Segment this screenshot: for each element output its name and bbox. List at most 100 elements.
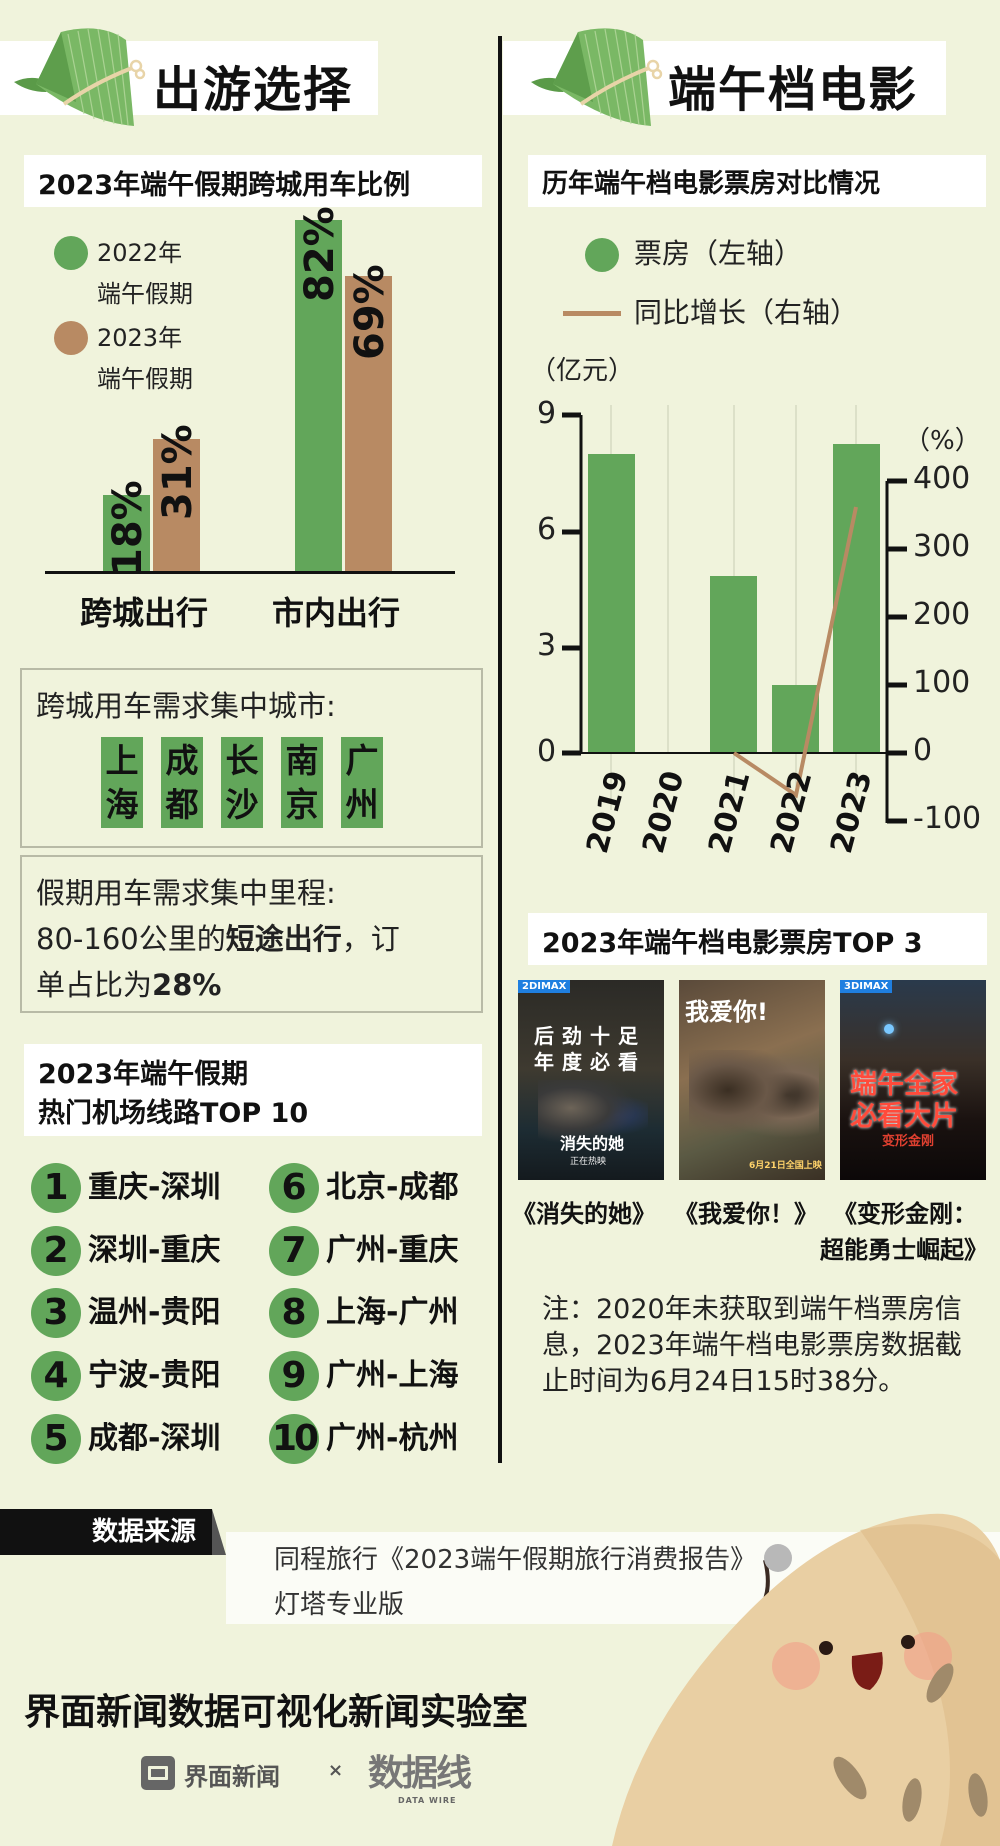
source-line-1: 同程旅行《2023端午假期旅行消费报告》 [274,1545,757,1575]
bar-label-intracity-2022: 82% [297,206,343,302]
zongzi-mascot-illustration [612,1513,1000,1846]
mileage-line2: 80-160公里的短途出行，订 [36,922,400,956]
left-tick-0: 0 [537,734,557,769]
car-ratio-title-bar [24,155,482,207]
box-office-title: 历年端午档电影票房对比情况 [542,169,881,199]
left-axis-unit: （亿元） [530,356,635,386]
column-divider [498,36,502,1463]
route-name: 广州-上海 [326,1358,459,1393]
footer-title: 界面新闻数据可视化新闻实验室 [24,1692,529,1733]
left-section-title: 出游选择 [153,62,354,118]
top3-title: 2023年端午档电影票房TOP 3 [542,928,923,959]
box-office-title-bar [528,155,986,207]
imax-badge: 2DIMAX [518,980,571,993]
car-ratio-title: 2023年端午假期跨城用车比例 [38,170,411,201]
legend-growth: 同比增长（右轴） [634,296,859,329]
mileage-box-label: 假期用车需求集中里程: [36,876,336,910]
route-rank-badge: 6 [269,1163,319,1213]
collab-times: × [328,1760,344,1781]
city-chip-shanghai: 上海 [101,737,143,828]
route-rank-badge: 10 [269,1414,319,1464]
poster-sub: 6月21日全国上映 [749,1161,822,1171]
source-tag-fold [212,1509,226,1555]
poster-logo: 消失的她 [560,1134,625,1153]
movie-title-1: 《消失的她》 [512,1200,656,1228]
left-tick-3: 3 [537,628,557,663]
movie-poster-i-love-you[interactable]: 我爱你! 6月21日全国上映 [679,980,825,1180]
jiemian-logo-icon [141,1756,175,1790]
city-chip-changsha: 长沙 [221,737,263,828]
source-line-2: 灯塔专业版 [274,1590,405,1620]
movie-title-3-line1: 《变形金刚： [833,1200,977,1228]
legend-2023-line2: 端午假期 [97,365,193,393]
legend-line-growth [563,311,621,316]
poster-sub: 正在热映 [570,1157,607,1167]
route-name: 深圳-重庆 [88,1233,221,1268]
city-chip-chengdu: 成都 [161,737,203,828]
route-rank-badge: 2 [31,1226,81,1276]
right-section-title: 端午档电影 [668,62,919,118]
category-label-intracity: 市内出行 [272,594,401,632]
movie-title-2: 《我爱你！》 [674,1200,818,1228]
route-rank-badge: 8 [269,1288,319,1338]
cities-box [20,668,483,848]
box-office-chart [562,405,907,824]
right-tick-200: 200 [913,597,971,632]
legend-dot-2022 [54,236,88,270]
routes-title-line2: 热门机场线路TOP 10 [38,1098,309,1129]
mileage-box [20,855,483,1013]
mileage-line3: 单占比为28% [36,968,222,1002]
route-name: 广州-重庆 [326,1233,459,1268]
route-name: 温州-贵阳 [88,1295,221,1330]
route-rank-badge: 5 [31,1414,81,1464]
poster-slogan-2: 年度必看 [534,1050,646,1074]
bar-chart-baseline [45,571,455,574]
datawire-logo-sub: DATA WIRE [398,1796,457,1805]
left-tick-9: 9 [537,396,557,431]
legend-dot-box-office [585,238,619,272]
city-chip-nanjing: 南京 [281,737,323,828]
jiemian-logo-text: 界面新闻 [184,1763,280,1791]
zongzi-icon [531,28,663,126]
top3-title-bar [528,913,987,965]
source-label: 数据来源 [0,1509,212,1555]
legend-dot-2023 [54,321,88,355]
movie-title-3-line2: 超能勇士崛起》 [820,1236,988,1264]
poster-figures [538,1080,648,1150]
legend-2022-line1: 2022年 [97,239,183,267]
movie-poster-transformers[interactable]: 3DIMAX 端午全家 必看大片 变形金刚 [840,980,986,1180]
route-name: 上海-广州 [326,1295,459,1330]
legend-box-office: 票房（左轴） [634,237,803,270]
datawire-logo: 数据线 [368,1753,472,1794]
bar-crosscity-2022 [103,495,150,572]
bar-label-intracity-2023: 69% [347,264,393,360]
route-rank-badge: 9 [269,1351,319,1401]
bar-label-crosscity-2023: 31% [155,424,201,520]
route-rank-badge: 1 [31,1163,81,1213]
imax-badge: 3DIMAX [840,980,893,993]
legend-2022-line2: 端午假期 [97,280,193,308]
city-chip-guangzhou: 广州 [341,737,383,828]
poster-logo: 我爱你! [685,998,768,1026]
right-tick-300: 300 [913,529,971,564]
right-tick-minus100: -100 [913,801,982,836]
route-name: 广州-杭州 [326,1421,459,1456]
poster-robot-eye [884,1024,894,1034]
routes-title-bar [24,1044,482,1136]
route-name: 重庆-深圳 [88,1170,221,1205]
movie-poster-lost-in-the-stars[interactable]: 2DIMAX 后劲十足 年度必看 消失的她 正在热映 [518,980,664,1180]
bar-crosscity-2023 [153,439,200,572]
route-name: 北京-成都 [326,1170,459,1205]
category-label-crosscity: 跨城出行 [80,594,209,632]
growth-line [732,506,858,799]
right-tick-400: 400 [913,461,971,496]
bar-2019 [588,454,635,753]
legend-2023-line1: 2023年 [97,324,183,352]
right-axis-unit: （%） [904,426,981,456]
bar-2023 [833,444,880,753]
poster-logo: 变形金刚 [882,1134,935,1149]
right-tick-0: 0 [913,733,933,768]
bar-intracity-2023 [345,276,392,572]
right-tick-100: 100 [913,665,971,700]
routes-title-line1: 2023年端午假期 [38,1059,249,1090]
